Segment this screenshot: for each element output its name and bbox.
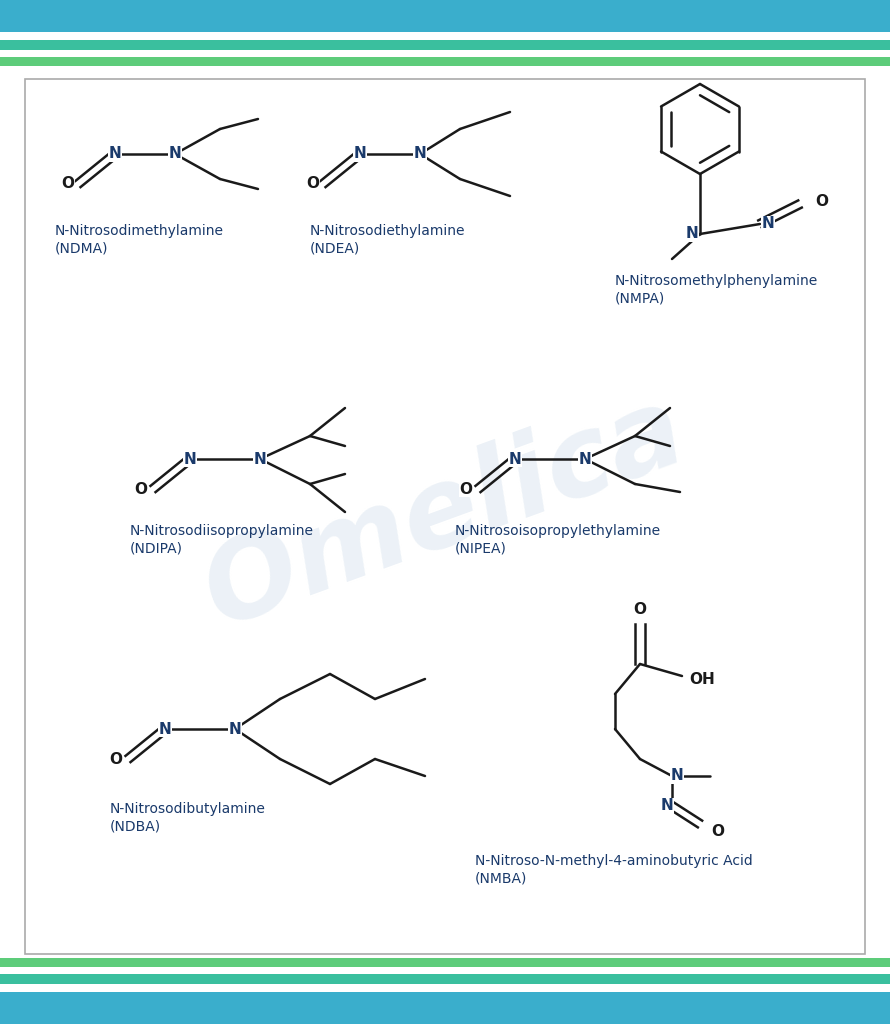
- Text: N-Nitrosodiisopropylamine: N-Nitrosodiisopropylamine: [130, 524, 314, 538]
- Text: N: N: [229, 722, 241, 736]
- Text: OH: OH: [689, 673, 715, 687]
- Text: N: N: [762, 216, 774, 231]
- Text: N: N: [578, 452, 591, 467]
- Text: N: N: [353, 146, 367, 162]
- Bar: [0, 967, 890, 974]
- Bar: [0, 50, 890, 57]
- Bar: [0, 974, 890, 984]
- Bar: [0, 32, 890, 40]
- Text: N: N: [671, 768, 684, 783]
- Text: O: O: [109, 752, 123, 767]
- Text: O: O: [711, 824, 724, 840]
- Text: N: N: [508, 452, 522, 467]
- Bar: [0, 992, 890, 1024]
- Text: N: N: [183, 452, 197, 467]
- Text: N: N: [109, 146, 121, 162]
- Text: (NIPEA): (NIPEA): [455, 542, 507, 556]
- Text: N-Nitrosodimethylamine: N-Nitrosodimethylamine: [55, 224, 224, 238]
- Text: O: O: [61, 176, 75, 191]
- Bar: [0, 0, 890, 32]
- Text: O: O: [134, 481, 148, 497]
- Text: O: O: [815, 195, 829, 210]
- Text: N: N: [254, 452, 266, 467]
- Text: N: N: [660, 799, 674, 813]
- Text: (NMBA): (NMBA): [475, 872, 528, 886]
- Text: N: N: [685, 226, 699, 242]
- Text: N: N: [414, 146, 426, 162]
- Text: (NDEA): (NDEA): [310, 242, 360, 256]
- Bar: [0, 984, 890, 992]
- Bar: [0, 958, 890, 967]
- Bar: [0, 40, 890, 50]
- Bar: [0, 57, 890, 66]
- Text: N: N: [158, 722, 172, 736]
- Text: N: N: [168, 146, 182, 162]
- Text: N-Nitrosodibutylamine: N-Nitrosodibutylamine: [110, 802, 266, 816]
- Text: O: O: [459, 481, 473, 497]
- Text: (NDMA): (NDMA): [55, 242, 109, 256]
- Text: N-Nitroso-N-methyl-4-aminobutyric Acid: N-Nitroso-N-methyl-4-aminobutyric Acid: [475, 854, 753, 868]
- Text: N-Nitrosoisopropylethylamine: N-Nitrosoisopropylethylamine: [455, 524, 661, 538]
- Text: (NDIPA): (NDIPA): [130, 542, 183, 556]
- Text: N-Nitrosodiethylamine: N-Nitrosodiethylamine: [310, 224, 465, 238]
- Text: (NMPA): (NMPA): [615, 292, 665, 306]
- Text: O: O: [634, 602, 646, 617]
- Text: Omelica: Omelica: [190, 376, 700, 648]
- Text: O: O: [306, 176, 320, 191]
- Text: (NDBA): (NDBA): [110, 820, 161, 834]
- Text: N-Nitrosomethylphenylamine: N-Nitrosomethylphenylamine: [615, 274, 818, 288]
